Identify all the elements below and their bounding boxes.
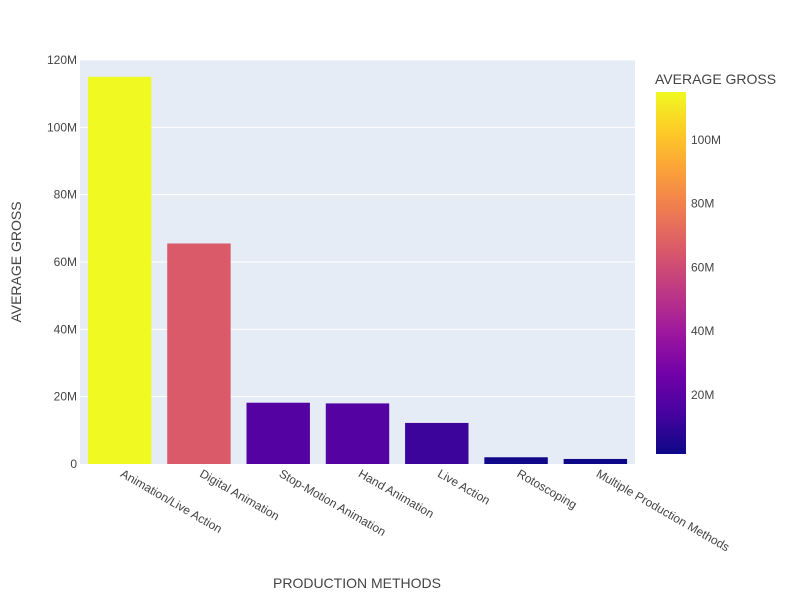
y-tick-label: 20M — [54, 390, 77, 404]
bar[interactable] — [405, 422, 469, 464]
x-tick-label: Rotoscoping — [515, 466, 580, 511]
x-axis-title: PRODUCTION METHODS — [273, 575, 441, 591]
y-axis-ticks: 0 20M 40M 60M 80M 100M 120M — [47, 53, 77, 471]
colorbar-tick-label: 60M — [691, 260, 714, 274]
y-tick-label: 120M — [47, 53, 77, 67]
colorbar-tick-label: 40M — [691, 324, 714, 338]
y-tick-label: 40M — [54, 322, 77, 336]
colorbar: AVERAGE GROSS 20M 40M 60M 80M 100M — [655, 71, 776, 454]
x-tick-label: Hand Animation — [356, 466, 436, 520]
y-tick-label: 80M — [54, 188, 77, 202]
bar[interactable] — [167, 243, 231, 464]
bar[interactable] — [246, 402, 310, 464]
bar[interactable] — [484, 457, 548, 464]
colorbar-title: AVERAGE GROSS — [655, 71, 776, 87]
colorbar-gradient — [656, 92, 686, 454]
y-tick-label: 60M — [54, 255, 77, 269]
x-tick-label: Multiple Production Methods — [594, 466, 732, 554]
bar[interactable] — [87, 76, 152, 464]
colorbar-ticks: 20M 40M 60M 80M 100M — [691, 133, 721, 402]
y-tick-label: 100M — [47, 120, 77, 134]
x-tick-label: Live Action — [435, 466, 492, 507]
colorbar-tick-label: 80M — [691, 197, 714, 211]
colorbar-tick-label: 20M — [691, 388, 714, 402]
y-tick-label: 0 — [70, 457, 77, 471]
y-axis-title: AVERAGE GROSS — [8, 201, 24, 322]
bar[interactable] — [563, 458, 628, 464]
bars — [87, 76, 628, 464]
colorbar-tick-label: 100M — [691, 133, 721, 147]
bar[interactable] — [325, 403, 390, 464]
